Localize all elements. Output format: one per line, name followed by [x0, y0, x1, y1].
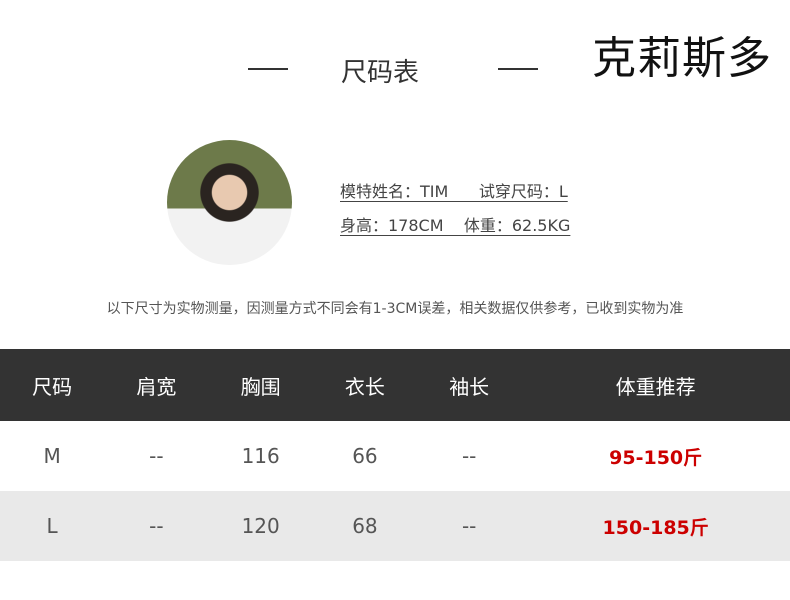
- measurement-note: 以下尺寸为实物测量，因测量方式不同会有1-3CM误差，相关数据仅供参考，已收到实…: [106, 301, 684, 317]
- header-sleeve: 袖长: [417, 349, 522, 421]
- cell: M: [43, 444, 61, 468]
- cell: L: [0, 491, 105, 561]
- table-row: L -- 120 68 -- 150-185斤: [0, 491, 790, 561]
- cell-weight: 95-150斤: [609, 446, 703, 469]
- cell: 68: [312, 491, 418, 561]
- header-shoulder: 肩宽: [104, 349, 209, 421]
- header-weight: 体重推荐: [521, 349, 790, 421]
- cell: 66: [352, 444, 378, 468]
- title-divider-left: [248, 68, 288, 70]
- table-row: M -- 116 66 -- 95-150斤: [0, 421, 790, 491]
- cell: --: [417, 491, 522, 561]
- brand-logo: 克莉斯多: [592, 33, 772, 84]
- cell: 116: [241, 444, 280, 468]
- cell: --: [104, 491, 209, 561]
- cell: 120: [208, 491, 313, 561]
- header-length: 衣长: [312, 349, 418, 421]
- header-chest: 胸围: [208, 349, 313, 421]
- page-title: 尺码表: [340, 58, 419, 88]
- title-divider-right: [498, 68, 538, 70]
- cell-weight: 150-185斤: [521, 491, 790, 561]
- cell: --: [461, 444, 477, 468]
- size-table: 尺码 肩宽 胸围 衣长 袖长 体重推荐 M -- 116 66 -- 95-15…: [0, 349, 790, 561]
- model-info-line1: 模特姓名：TIM 试穿尺码：L: [340, 182, 568, 201]
- header-size: 尺码: [0, 349, 105, 421]
- cell: --: [149, 444, 164, 468]
- model-avatar: [167, 140, 292, 265]
- table-header: 尺码 肩宽 胸围 衣长 袖长 体重推荐: [0, 349, 790, 421]
- model-info-line2: 身高：178CM 体重：62.5KG: [340, 216, 571, 235]
